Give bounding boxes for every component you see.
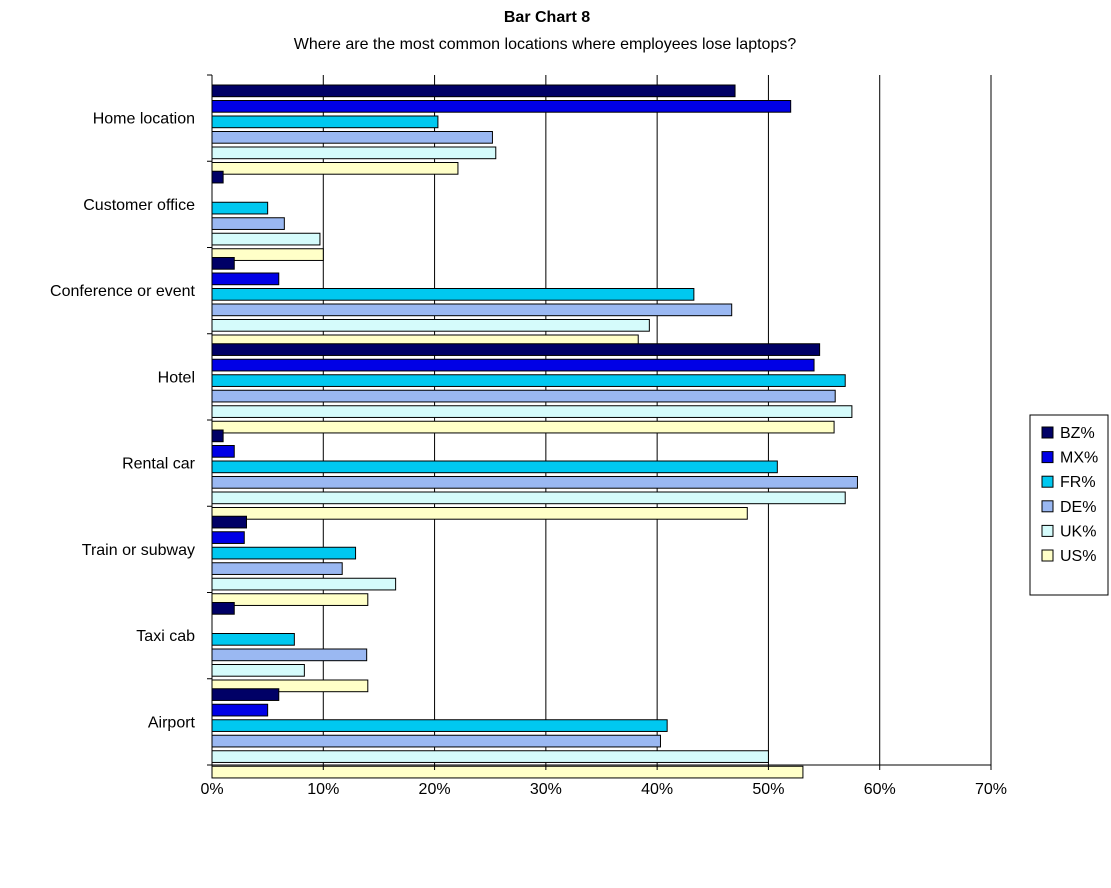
bar [211, 405, 853, 418]
bar [211, 217, 285, 230]
bar [211, 146, 497, 160]
bar [211, 688, 280, 701]
bar [211, 131, 493, 144]
x-tick-label: 70% [975, 781, 1007, 798]
bar [211, 288, 695, 301]
chart-title: Bar Chart 8 [504, 9, 590, 26]
bar [211, 460, 778, 474]
bar [211, 389, 836, 403]
bars [211, 84, 858, 779]
category-label: Customer office [83, 197, 195, 214]
x-tick-label: 50% [752, 781, 784, 798]
x-tick-label: 0% [200, 781, 223, 798]
category-label: Home location [93, 111, 195, 128]
bar [211, 319, 650, 332]
bar [211, 491, 846, 505]
legend-swatch [1041, 549, 1054, 562]
bar [211, 593, 369, 606]
category-labels: Home location Customer office Conference o… [50, 111, 196, 732]
category-label: Airport [148, 714, 196, 731]
bar [211, 507, 748, 520]
x-tick-labels: 0% 10% 20% 30% 40% 50% 60% 70% [200, 781, 1007, 798]
bar [211, 257, 235, 270]
x-tick-label: 10% [307, 781, 339, 798]
category-label: Conference or event [50, 283, 196, 300]
x-tick-label: 60% [864, 781, 896, 798]
x-tick-label: 20% [419, 781, 451, 798]
bar [211, 420, 835, 434]
category-label: Rental car [122, 456, 196, 473]
bar [211, 531, 245, 544]
bar [211, 734, 661, 748]
bar [211, 272, 280, 286]
bar [211, 429, 224, 443]
legend-label: FR% [1060, 474, 1096, 491]
bar [211, 445, 235, 458]
bar [211, 100, 792, 113]
bar [211, 719, 668, 732]
legend-swatch [1041, 451, 1054, 464]
category-label: Hotel [158, 369, 195, 386]
axes [207, 74, 992, 770]
legend-label: MX% [1060, 450, 1098, 467]
bar [211, 562, 343, 575]
legend-swatch [1041, 500, 1054, 513]
gridlines [322, 75, 992, 765]
bar [211, 633, 295, 646]
bar [211, 703, 269, 717]
legend-swatch [1041, 426, 1054, 439]
x-tick-label: 40% [641, 781, 673, 798]
x-tick-label: 30% [530, 781, 562, 798]
legend-swatch [1041, 475, 1054, 488]
bar [211, 577, 397, 591]
legend: BZ% MX% FR% DE% UK% US% [1029, 414, 1109, 596]
category-label: Train or subway [82, 542, 195, 559]
chart-subtitle: Where are the most common locations wher… [294, 36, 797, 53]
bar [211, 648, 368, 662]
bar [211, 546, 357, 560]
bar [211, 765, 804, 779]
legend-label: US% [1060, 548, 1096, 565]
bar [211, 343, 821, 356]
bar [211, 664, 305, 677]
legend-swatch [1041, 524, 1054, 537]
bar [211, 232, 321, 246]
bar [211, 515, 247, 529]
bar [211, 84, 736, 98]
legend-label: UK% [1060, 523, 1096, 540]
bar [211, 115, 439, 129]
bar [211, 358, 815, 372]
bar [211, 374, 846, 387]
bar [211, 170, 224, 184]
legend-label: DE% [1060, 499, 1096, 516]
bar [211, 303, 733, 317]
bar [211, 201, 269, 215]
category-label: Taxi cab [136, 628, 195, 645]
bar [211, 750, 769, 763]
legend-label: BZ% [1060, 425, 1095, 442]
bar [211, 162, 459, 175]
bar [211, 602, 235, 615]
bar [211, 476, 858, 489]
